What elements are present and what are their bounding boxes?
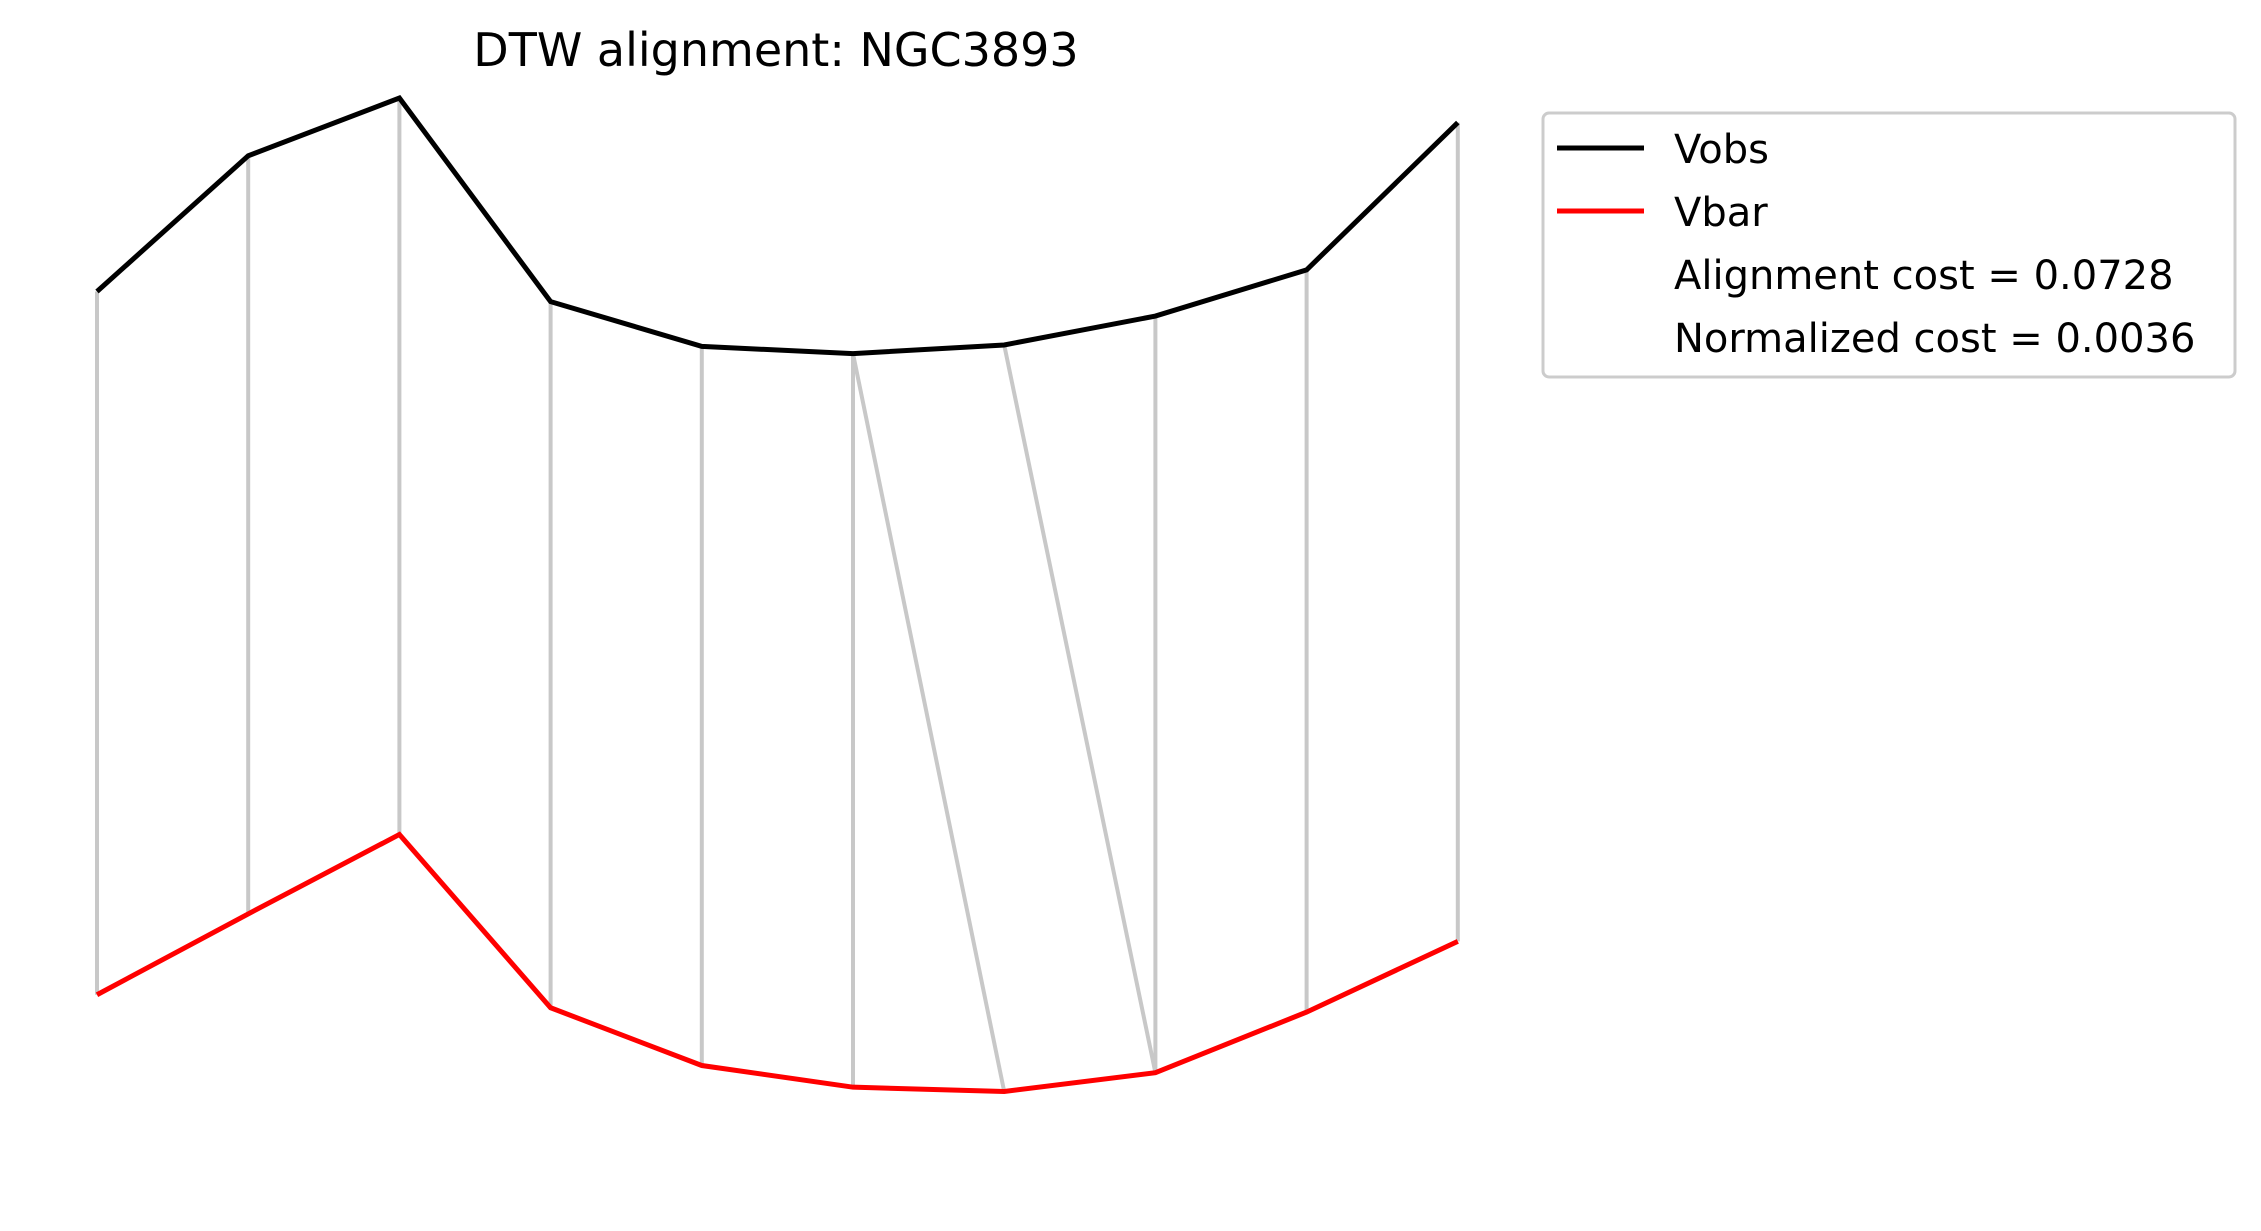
chart-title: DTW alignment: NGC3893 xyxy=(473,23,1078,77)
legend-alignment-cost: Alignment cost = 0.0728 xyxy=(1674,253,2174,299)
legend: Vobs Vbar Alignment cost = 0.0728 Normal… xyxy=(1541,111,2237,379)
legend-frame xyxy=(1541,111,2237,379)
series-lines xyxy=(95,95,1460,1095)
alignment-line-6 xyxy=(851,353,1007,1092)
legend-normalized-cost: Normalized cost = 0.0036 xyxy=(1674,316,2195,362)
alignment-lines xyxy=(95,98,1460,1092)
series-line-vobs xyxy=(95,95,1460,357)
legend-label-vbar: Vbar xyxy=(1674,190,1768,236)
series-line-vbar xyxy=(95,831,1459,1095)
legend-label-vobs: Vobs xyxy=(1674,127,1769,173)
alignment-line-7 xyxy=(1002,344,1158,1074)
